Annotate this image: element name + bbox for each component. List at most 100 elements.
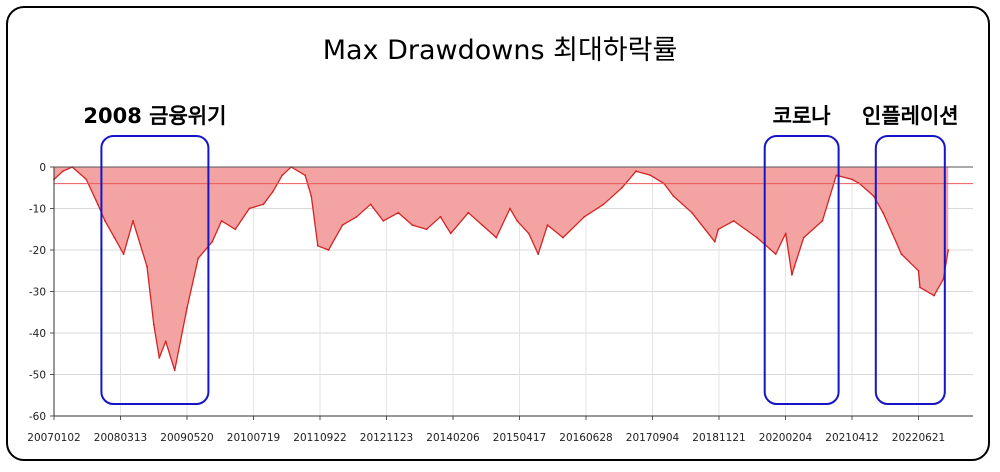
- y-tick-label: -60: [29, 411, 46, 423]
- drawdown-line: [53, 166, 949, 372]
- y-tick-label: -30: [29, 287, 46, 299]
- data-point: [919, 286, 921, 289]
- x-tick-label: 20150417: [493, 432, 546, 444]
- data-point: [382, 220, 385, 222]
- x-tick-label: 20100719: [227, 432, 280, 444]
- data-point: [732, 220, 735, 222]
- data-point: [672, 195, 675, 198]
- data-point: [602, 203, 605, 206]
- data-point: [562, 236, 564, 239]
- data-point: [546, 224, 549, 227]
- data-point: [327, 249, 330, 251]
- data-point: [355, 215, 358, 218]
- data-point: [933, 294, 935, 297]
- data-point: [132, 220, 134, 222]
- data-point: [186, 307, 188, 309]
- x-tick-label: 20220621: [892, 432, 945, 444]
- data-point: [527, 232, 530, 235]
- data-point: [316, 244, 319, 247]
- annotation-label: 2008 금융위기: [83, 104, 227, 128]
- x-tick-label: 20110922: [293, 432, 346, 444]
- data-point: [304, 174, 306, 177]
- data-point: [717, 228, 720, 231]
- data-point: [835, 174, 838, 177]
- y-tick-label: -50: [29, 370, 46, 382]
- data-point: [900, 253, 903, 256]
- annotation-label: 인플레이션: [862, 104, 959, 128]
- data-point: [439, 215, 442, 218]
- y-tick-label: -40: [29, 328, 46, 340]
- data-point: [146, 265, 148, 268]
- y-tick-label: -20: [29, 245, 46, 257]
- x-tick-label: 20140206: [426, 432, 480, 444]
- data-point: [872, 195, 875, 198]
- data-point: [917, 269, 920, 272]
- x-tick-label: 20200204: [759, 432, 813, 444]
- data-point: [425, 228, 428, 231]
- data-point: [467, 211, 470, 214]
- data-point: [649, 174, 652, 177]
- data-point: [211, 240, 214, 243]
- annotation-box: [874, 135, 946, 405]
- data-point: [234, 228, 237, 231]
- data-point: [802, 236, 805, 239]
- data-point: [164, 340, 167, 343]
- annotation-box: [100, 135, 210, 405]
- data-point: [397, 211, 400, 214]
- y-tick-label: -10: [29, 204, 46, 216]
- chart-frame: [6, 6, 990, 461]
- data-point: [96, 203, 99, 206]
- data-point: [713, 240, 716, 243]
- data-point: [791, 274, 793, 276]
- data-point: [756, 236, 758, 239]
- annotation-box: [763, 135, 840, 405]
- data-point: [122, 253, 125, 256]
- drawdown-area: [54, 167, 949, 371]
- data-point: [882, 211, 884, 214]
- data-point: [583, 215, 586, 218]
- data-point: [537, 253, 540, 256]
- data-point: [509, 207, 511, 210]
- chart-title: Max Drawdowns 최대하락률: [322, 35, 678, 66]
- data-point: [113, 236, 116, 239]
- data-point: [248, 207, 251, 210]
- x-tick-label: 20170904: [626, 432, 680, 444]
- data-point: [516, 220, 519, 222]
- data-point: [62, 170, 64, 173]
- x-tick-label: 20080313: [94, 432, 147, 444]
- data-point: [481, 224, 484, 227]
- data-point: [173, 369, 176, 372]
- data-point: [947, 249, 950, 251]
- data-point: [152, 323, 155, 326]
- data-point: [197, 257, 200, 260]
- data-point: [411, 224, 414, 227]
- data-point: [774, 253, 777, 256]
- data-point: [281, 174, 284, 177]
- data-point: [851, 178, 853, 181]
- data-point: [495, 236, 498, 239]
- data-point: [621, 186, 623, 189]
- data-point: [271, 191, 274, 193]
- x-tick-label: 20210412: [825, 432, 878, 444]
- data-point: [369, 203, 372, 206]
- data-point: [220, 220, 223, 222]
- data-point: [821, 220, 824, 222]
- x-tick-label: 20121123: [360, 432, 413, 444]
- data-point: [310, 195, 313, 198]
- data-point: [691, 211, 693, 214]
- data-point: [158, 357, 161, 359]
- x-tick-label: 20070102: [27, 432, 80, 444]
- data-point: [341, 224, 344, 227]
- x-tick-label: 20181121: [692, 432, 745, 444]
- x-tick-label: 20090520: [160, 432, 213, 444]
- data-point: [104, 220, 106, 222]
- annotation-label: 코로나: [772, 104, 831, 128]
- y-tick-label: 0: [39, 162, 46, 174]
- data-point: [449, 232, 452, 235]
- x-tick-label: 20160628: [559, 432, 612, 444]
- data-point: [635, 170, 637, 173]
- data-point: [262, 203, 265, 206]
- data-point: [891, 232, 894, 235]
- data-point: [793, 265, 796, 268]
